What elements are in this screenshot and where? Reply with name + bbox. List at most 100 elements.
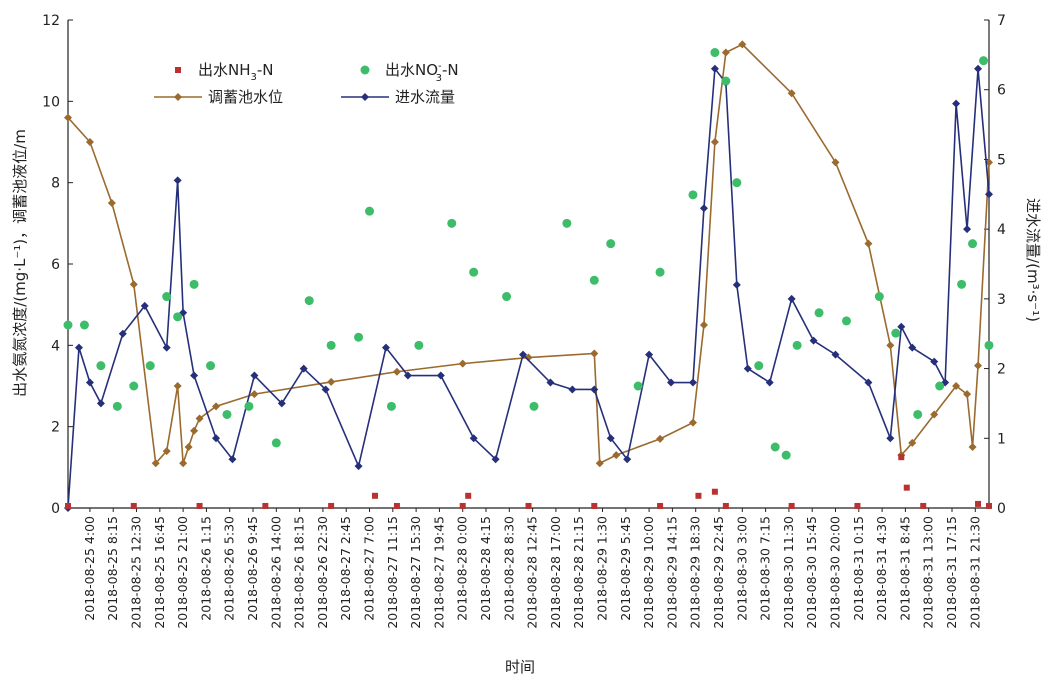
legend-item-level: 调蓄池水位 [154, 88, 283, 106]
x-tick-label: 2018-08-31 4:30 [874, 516, 889, 621]
x-tick-label: 2018-08-25 16:45 [152, 516, 167, 629]
data-point [656, 434, 665, 443]
x-tick-label: 2018-08-30 15:45 [804, 516, 819, 629]
x-tick-label: 2018-08-25 12:30 [129, 516, 144, 629]
data-point [688, 378, 697, 387]
data-point [841, 316, 851, 326]
data-point [699, 321, 708, 329]
x-tick-label: 2018-08-29 1:30 [595, 516, 610, 621]
y-tick-label-left: 0 [51, 501, 60, 517]
data-point [979, 56, 989, 66]
y-tick-label-left: 10 [42, 94, 60, 110]
data-point [595, 459, 604, 468]
data-point [469, 434, 478, 443]
x-tick-label: 2018-08-29 22:45 [711, 516, 726, 629]
data-point [85, 138, 94, 146]
x-tick-label: 2018-08-31 8:45 [897, 516, 912, 621]
data-point [304, 296, 314, 306]
data-point [886, 434, 895, 443]
series-layer [63, 40, 994, 512]
y-tick-label-left: 12 [42, 13, 60, 29]
data-point [974, 64, 983, 73]
x-tick-label: 2018-08-28 4:15 [478, 516, 493, 621]
legend-marker [360, 65, 370, 75]
data-point [162, 292, 172, 302]
x-tick-label: 2018-08-29 14:15 [664, 516, 679, 629]
x-tick-label: 2018-08-28 12:45 [525, 516, 540, 629]
x-tick-label: 2018-08-26 22:30 [315, 516, 330, 629]
data-point [228, 455, 237, 464]
data-point [524, 353, 533, 362]
data-point [393, 502, 400, 509]
series-出水NH3-N [65, 454, 992, 509]
data-point [699, 204, 708, 213]
legend-label: 调蓄池水位 [208, 88, 283, 106]
data-point [738, 40, 747, 49]
data-point [743, 364, 752, 373]
data-point [365, 206, 375, 216]
y-tick-label-right: 6 [997, 83, 1006, 99]
data-point [129, 280, 138, 289]
data-point [792, 340, 802, 350]
legend-label: 进水流量 [395, 88, 455, 106]
x-tick-label: 2018-08-27 19:45 [431, 516, 446, 629]
data-point [710, 138, 719, 146]
data-point [65, 502, 71, 509]
data-point [262, 502, 269, 509]
data-point [754, 361, 764, 371]
data-point [831, 158, 840, 167]
data-point [963, 390, 972, 399]
data-point [327, 377, 336, 386]
x-tick-label: 2018-08-31 17:15 [944, 516, 959, 629]
data-point [250, 371, 259, 380]
data-point [633, 381, 643, 391]
data-point [354, 462, 363, 471]
data-point [913, 409, 923, 419]
x-tick-label: 2018-08-27 11:15 [385, 516, 400, 629]
data-point [447, 218, 457, 228]
data-point [591, 502, 598, 509]
data-point [788, 502, 795, 509]
data-point [529, 401, 539, 411]
data-point [975, 500, 982, 507]
legend-label: 出水NO-3-N [385, 61, 459, 84]
x-tick-label: 2018-08-26 9:45 [245, 516, 260, 621]
data-point [64, 113, 72, 122]
data-point [590, 349, 599, 358]
data-point [491, 455, 500, 464]
data-point [151, 459, 160, 468]
x-tick-label: 2018-08-25 21:00 [175, 516, 190, 629]
data-point [321, 385, 330, 394]
data-point [222, 409, 232, 419]
data-point [96, 399, 105, 408]
data-point [645, 350, 654, 359]
x-tick-label: 2018-08-28 17:00 [548, 516, 563, 629]
legend: 出水NH3-N 出水NO-3-N 调蓄池水位 进水流量 [154, 61, 459, 106]
x-tick-label: 2018-08-30 3:00 [734, 516, 749, 621]
y-tick-label-left: 2 [51, 420, 60, 436]
data-point [250, 390, 259, 399]
x-tick-label: 2018-08-29 5:45 [618, 516, 633, 621]
data-point [903, 484, 910, 491]
data-point [968, 443, 977, 451]
legend-item-no3: 出水NO-3-N [360, 61, 459, 84]
data-point [212, 434, 221, 443]
data-point [436, 371, 445, 380]
legend-marker [174, 93, 182, 101]
data-point [546, 378, 555, 387]
data-point [465, 492, 472, 499]
data-point [721, 48, 730, 57]
x-tick-label: 2018-08-29 18:30 [688, 516, 703, 629]
legend-label: 出水NH3-N [198, 61, 274, 83]
x-tick-label: 2018-08-28 0:00 [455, 516, 470, 621]
series-出水NO3--N [63, 48, 994, 460]
data-point [145, 361, 155, 371]
data-point [589, 275, 599, 285]
x-tick-label: 2018-08-27 7:00 [362, 516, 377, 621]
y-tick-label-right: 1 [997, 431, 1006, 447]
y-tick-label-right: 2 [997, 362, 1006, 378]
data-point [190, 371, 199, 380]
data-point [196, 502, 203, 509]
data-point [908, 438, 917, 447]
